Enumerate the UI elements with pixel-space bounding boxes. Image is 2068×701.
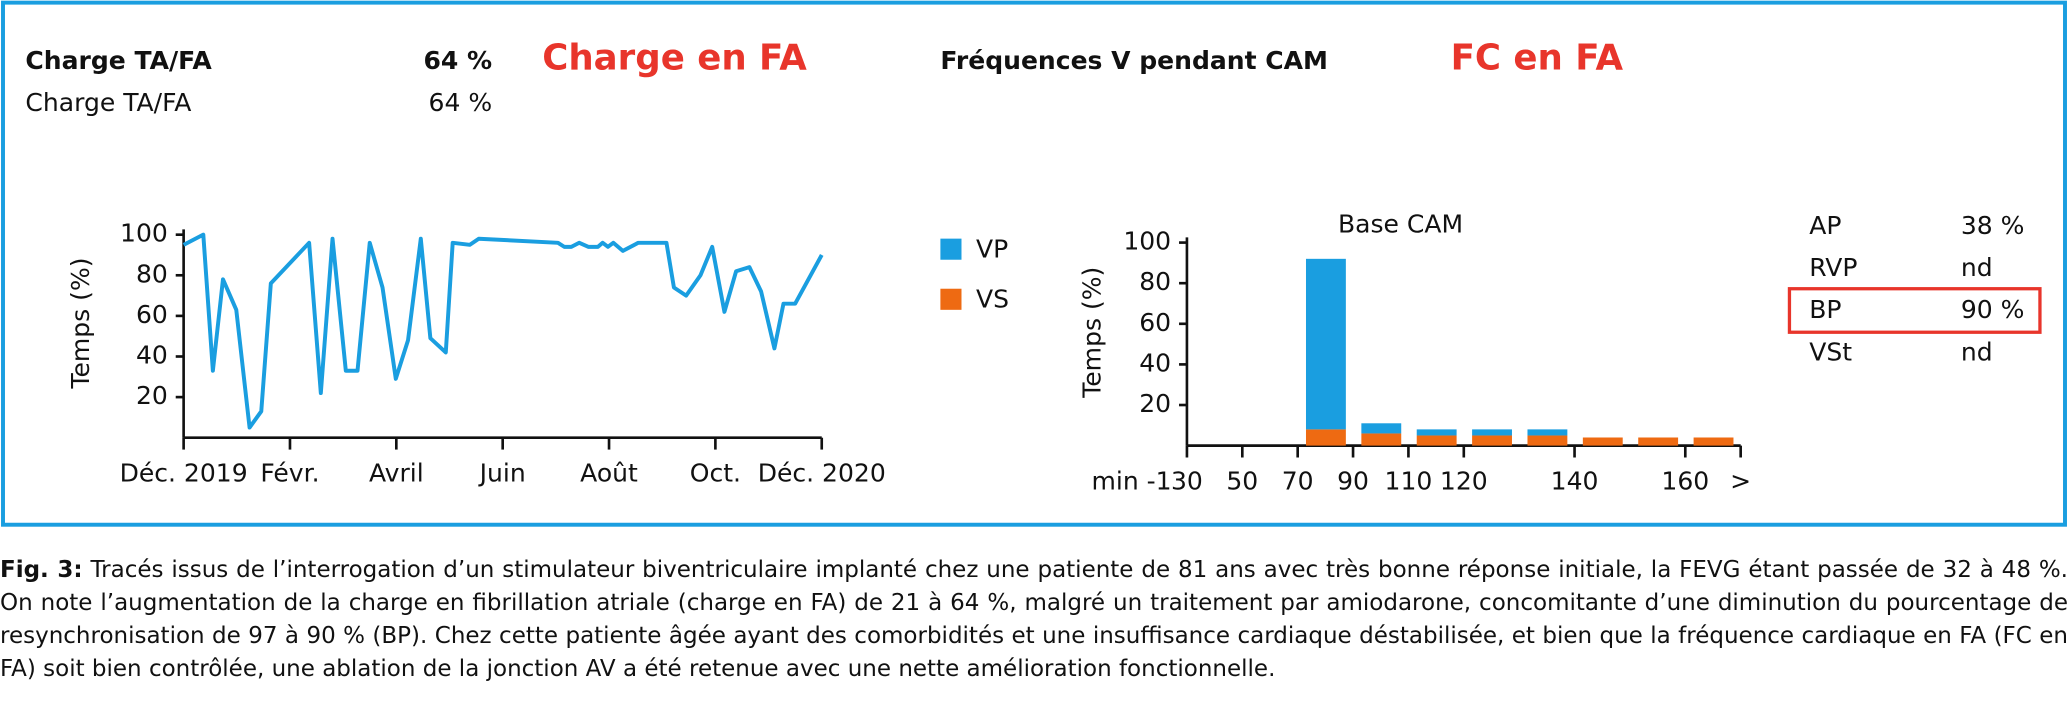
bar-segment [1416, 429, 1457, 436]
y-tick-label: 20 [1139, 389, 1171, 418]
header-value: 64 % [429, 88, 493, 117]
y-tick-label: 60 [136, 300, 168, 329]
caption: Fig. 3: Tracés issus de l’interrogation … [0, 554, 2068, 686]
x-tick-label: Juin [478, 459, 526, 488]
x-tick-label: 90 [1337, 467, 1369, 496]
header-label: Charge TA/FA [25, 88, 191, 117]
legend-label: VP [976, 234, 1008, 263]
stat-value: nd [1961, 253, 1993, 282]
y-tick-label: 100 [120, 219, 168, 248]
y-tick-label: 80 [136, 259, 168, 288]
x-tick-label: Févr. [260, 459, 319, 488]
section-title: Fréquences V pendant CAM [940, 46, 1328, 75]
legend-label: VS [976, 285, 1009, 314]
x-tick-label: Déc. 2020 [758, 459, 886, 488]
x-tick-label: 160 [1661, 467, 1709, 496]
x-tick-label: > [1730, 467, 1751, 496]
bar-segment [1527, 429, 1568, 436]
x-tick-label: Déc. 2019 [120, 459, 248, 488]
chart-title: Charge en FA [542, 37, 807, 78]
bar-segment [1361, 423, 1402, 434]
x-tick-label: Avril [369, 459, 424, 488]
chart-title: FC en FA [1451, 37, 1624, 78]
caption-label: Fig. 3: [0, 557, 83, 583]
y-tick-label: 80 [1139, 267, 1171, 296]
bar-segment [1361, 433, 1402, 446]
bar-segment [1472, 429, 1512, 436]
stat-value: nd [1961, 337, 1993, 366]
stat-label: AP [1809, 211, 1841, 240]
bar-segment [1527, 435, 1568, 446]
figure: Charge TA/FA 64 % Charge TA/FA 64 % Char… [1, 0, 2067, 527]
highlight-box [1787, 287, 2042, 334]
x-tick-label: 30 [1171, 467, 1203, 496]
header-value: 64 % [423, 46, 492, 75]
chart-subtitle: Base CAM [1338, 209, 1463, 238]
legend-swatch [940, 288, 962, 310]
y-tick-label: 20 [136, 381, 168, 410]
x-tick-label: 70 [1282, 467, 1314, 496]
data-line [182, 232, 824, 430]
y-tick-label: 40 [136, 340, 168, 369]
y-axis-label: Temps (%) [1077, 267, 1106, 399]
bar-segment [1638, 437, 1679, 446]
y-tick-label: 40 [1139, 348, 1171, 377]
frame [1, 0, 2067, 527]
x-tick-label: 120 [1440, 467, 1488, 496]
bar-segment [1305, 429, 1346, 446]
bar-segment [1472, 435, 1512, 446]
x-tick-label: Août [580, 459, 638, 488]
bar-segment [1416, 435, 1457, 446]
y-tick-label: 100 [1123, 227, 1171, 256]
caption-text: Tracés issus de l’interrogation d’un sti… [0, 557, 2068, 682]
x-tick-label: Oct. [690, 459, 741, 488]
header-label: Charge TA/FA [25, 46, 212, 75]
bar-segment [1582, 437, 1623, 446]
stat-value: 38 % [1961, 211, 2025, 240]
stat-value: 90 % [1961, 295, 2025, 324]
legend-swatch [940, 238, 962, 260]
x-tick-label: 140 [1551, 467, 1599, 496]
x-tick-label: min -1 [1091, 467, 1171, 496]
stat-label: RVP [1809, 253, 1857, 282]
x-tick-label: 110 [1385, 467, 1433, 496]
y-tick-label: 60 [1139, 308, 1171, 337]
x-tick-label: 50 [1226, 467, 1258, 496]
stat-label: BP [1809, 295, 1841, 324]
y-axis-label: Temps (%) [66, 257, 95, 389]
stat-label: VSt [1809, 337, 1852, 366]
bar-segment [1693, 437, 1734, 446]
bar-segment [1305, 258, 1346, 430]
